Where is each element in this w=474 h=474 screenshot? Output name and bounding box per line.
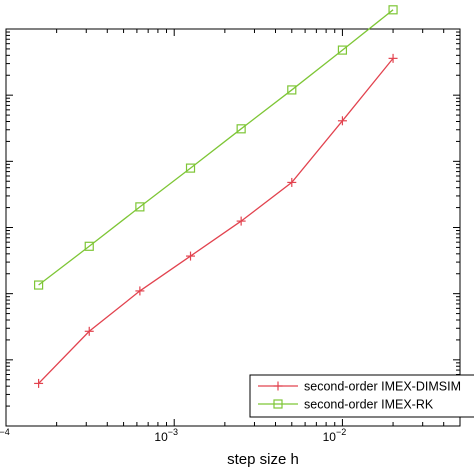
x-tick-label-exponent: −4 [0, 427, 10, 437]
series-line [38, 9, 394, 286]
legend-label: second-order IMEX-RK [304, 398, 434, 412]
data-point-plus [34, 378, 44, 388]
data-point-plus [337, 116, 347, 126]
data-point-square [273, 399, 283, 409]
x-axis-label: step size h [227, 451, 299, 468]
data-point-square [135, 202, 145, 212]
legend-box [249, 374, 474, 418]
x-tick-labels: 10−410−310−2 [0, 427, 346, 444]
data-point-plus [273, 381, 283, 391]
legend-entries: second-order IMEX-DIMSIM second-order IME… [258, 380, 461, 412]
legend: second-order IMEX-DIMSIM second-order IME… [249, 374, 474, 418]
x-tick-label-base: 10 [323, 430, 337, 444]
data-point-square [236, 124, 246, 134]
data-point-square [388, 5, 398, 15]
data-point-plus [287, 177, 297, 187]
data-point-plus [388, 53, 398, 63]
data-point-plus [135, 286, 145, 296]
x-tick-label-exponent: −3 [168, 427, 178, 437]
data-point-square [34, 280, 44, 290]
data-point-square [84, 241, 94, 251]
series-2 [34, 5, 398, 290]
legend-entry: second-order IMEX-DIMSIM [258, 380, 461, 394]
x-tick-label: 10−2 [323, 427, 347, 444]
data-point-plus [236, 216, 246, 226]
data-point-square [337, 45, 348, 55]
series-1 [34, 53, 398, 388]
x-tick-label: 10−4 [0, 427, 10, 444]
data-point-square [287, 85, 297, 95]
x-tick-label-exponent: −2 [336, 427, 346, 437]
axis-ticks [5, 28, 461, 427]
data-point-plus [186, 251, 196, 261]
data-point-plus [84, 326, 94, 336]
series-line [38, 57, 394, 384]
series-layer [34, 5, 398, 388]
legend-entry: second-order IMEX-RK [258, 398, 434, 412]
data-point-square [185, 163, 196, 173]
x-tick-label-base: 10 [154, 430, 168, 444]
legend-label: second-order IMEX-DIMSIM [304, 380, 461, 394]
x-tick-label: 10−3 [154, 427, 178, 444]
